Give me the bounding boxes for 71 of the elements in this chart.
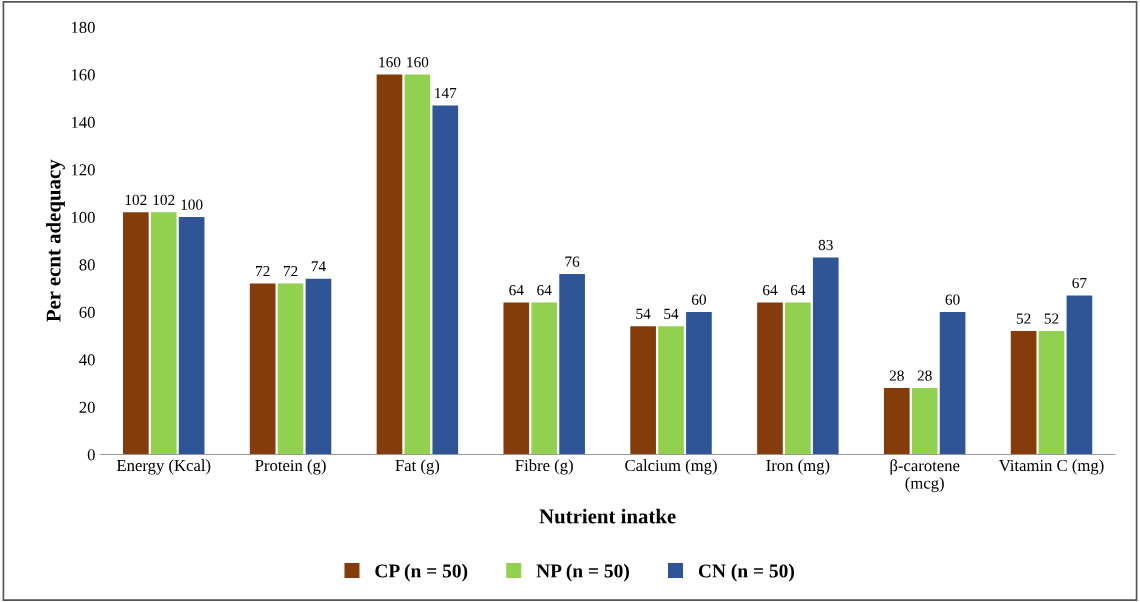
- data-label: 54: [664, 308, 679, 320]
- bar: [404, 74, 431, 455]
- x-tick-label: Fibre (g): [515, 459, 573, 475]
- y-tick-label: 40: [79, 354, 95, 366]
- data-label: 74: [311, 261, 326, 272]
- x-tick-label: Fat (g): [395, 459, 440, 475]
- bar: [812, 257, 839, 455]
- y-tick-label: 20: [79, 401, 95, 413]
- bar: [658, 326, 684, 455]
- y-tick-label: 140: [71, 116, 95, 129]
- bar: [531, 302, 558, 455]
- bar: [503, 302, 530, 455]
- data-label: 72: [283, 266, 298, 277]
- data-label: 83: [818, 239, 833, 251]
- x-tick-label: β-carotene (mcg): [890, 459, 960, 493]
- bar: [911, 388, 938, 455]
- data-label: 72: [256, 266, 270, 277]
- bar: [376, 74, 403, 455]
- y-tick-label: 0: [87, 449, 95, 461]
- y-tick-label: 160: [71, 69, 95, 81]
- y-tick-label: 80: [79, 259, 95, 271]
- bar: [432, 105, 459, 455]
- legend-label: CP (n = 50): [375, 563, 468, 582]
- y-axis-title: Per ecnt adequacy: [45, 159, 65, 322]
- data-label: 160: [379, 57, 401, 68]
- data-label: 64: [509, 285, 524, 296]
- bar: [785, 302, 811, 455]
- data-label: 67: [1072, 277, 1087, 289]
- bar: [178, 217, 205, 455]
- y-tick-label: 100: [71, 211, 95, 223]
- data-label: 54: [636, 308, 651, 320]
- data-label: 102: [153, 194, 175, 206]
- x-tick-label: Calcium (mg): [625, 459, 717, 475]
- bar: [630, 326, 656, 455]
- bar: [123, 212, 149, 455]
- data-label: 52: [1016, 313, 1031, 324]
- data-label: 52: [1044, 313, 1059, 324]
- data-label: 60: [945, 294, 960, 305]
- y-tick-label: 180: [71, 21, 95, 34]
- bar: [883, 388, 910, 455]
- data-label: 64: [790, 285, 806, 296]
- x-axis-title: Nutrient inatke: [539, 508, 676, 524]
- data-label: 160: [407, 57, 429, 68]
- bar: [1066, 295, 1093, 455]
- bar: [150, 212, 177, 455]
- x-tick-label: Protein (g): [255, 459, 326, 475]
- data-label: 100: [181, 199, 203, 210]
- bar: [757, 302, 783, 455]
- bar: [939, 312, 966, 455]
- bar: [305, 278, 332, 455]
- data-label: 28: [889, 370, 904, 381]
- legend-label: NP (n = 50): [536, 563, 629, 582]
- bar: [1010, 331, 1037, 455]
- x-tick-label: Iron (mg): [766, 459, 830, 475]
- bar: [1038, 331, 1065, 455]
- bar: [686, 312, 712, 455]
- x-tick-label: Energy (Kcal): [116, 459, 211, 475]
- legend-label: CN (n = 50): [698, 563, 794, 582]
- x-tick-label: Vitamin C (mg): [998, 459, 1104, 475]
- data-label: 28: [917, 370, 932, 381]
- data-label: 76: [565, 256, 580, 267]
- y-tick-label: 120: [71, 164, 95, 176]
- data-label: 64: [537, 285, 552, 296]
- y-tick-label: 60: [79, 306, 95, 318]
- data-label: 64: [762, 285, 778, 296]
- bar: [277, 283, 304, 455]
- data-label: 147: [435, 87, 457, 99]
- data-label: 102: [125, 194, 147, 206]
- data-label: 60: [691, 294, 706, 305]
- bar: [249, 283, 276, 455]
- bar: [559, 274, 585, 455]
